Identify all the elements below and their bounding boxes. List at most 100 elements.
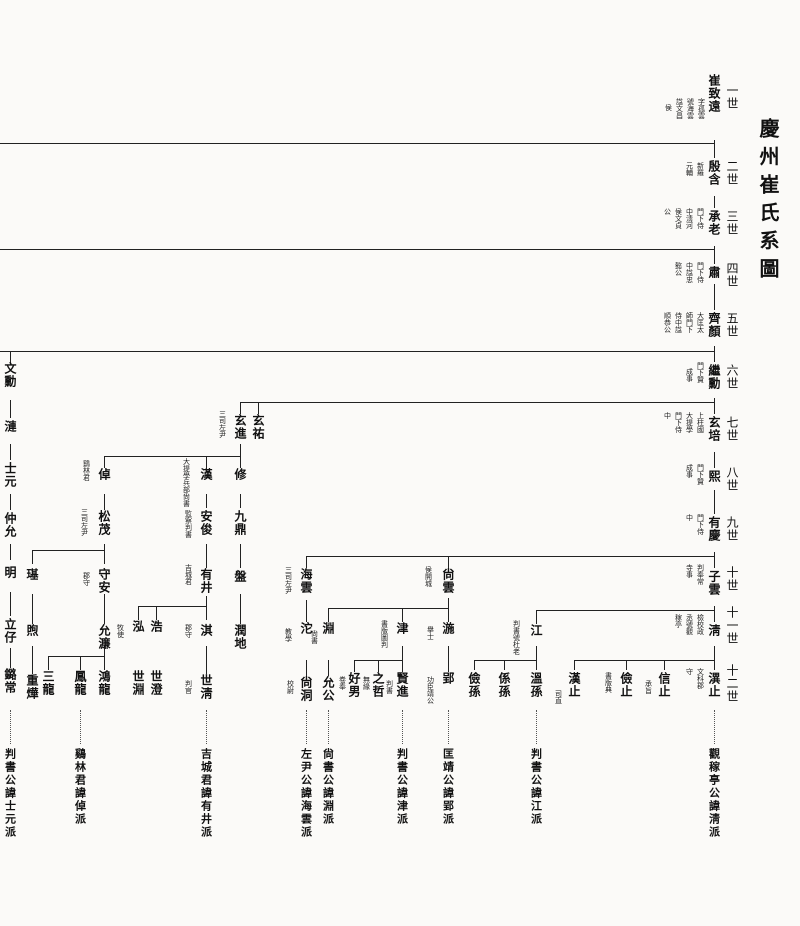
note: 文科郡 [696,668,705,689]
note: 尙書 [310,630,319,644]
connector [536,610,714,611]
person-name: 文勳 [3,362,17,388]
note: 監察判書 [184,510,193,538]
person-name: 明 [3,566,17,579]
person-name: 津 [395,622,409,635]
person-name: 鴻龍 [97,670,111,696]
connector [714,646,715,670]
note: 三司左尹 [284,566,293,594]
connector [306,556,307,568]
note: 師門下 [685,312,694,333]
note: 侯開城 [424,566,433,587]
person-name: 好男 [347,672,361,698]
person-name: 郢 [441,672,455,685]
connector [32,646,33,674]
connector [104,494,105,510]
note: 教學 [284,628,293,642]
generation-label: 三世 [725,210,739,236]
person-name: 漢 [199,468,213,481]
generation-label: 四世 [725,262,739,288]
generation-label: 九世 [725,516,739,542]
person-name: 玄祐 [251,414,265,440]
connector [48,656,49,670]
connector [448,646,449,672]
branch-label: 鷄林君諱倬派 [73,748,87,826]
main-line-name: 玄培 [707,416,721,442]
person-name: 重燁 [25,674,39,700]
connector [0,249,714,250]
note: 承旨 [644,680,653,694]
connector [32,550,33,564]
connector [156,606,157,620]
note: 郡守 [82,572,91,586]
note: 鷄林君 [82,460,91,481]
dotted-lead [306,710,307,744]
connector [328,608,448,609]
person-name: 松茂 [97,510,111,536]
connector [32,550,104,551]
main-line-name: 淸 [707,624,721,637]
connector [504,660,505,670]
generation-label: 十世 [725,566,739,592]
person-name: 煦 [25,624,39,637]
connector [378,660,379,672]
person-name: 溫孫 [529,672,543,698]
note: 諡文昌 [675,98,684,119]
note: 門下侍 [674,412,683,433]
note: 侯文貞 [674,208,683,229]
connector [474,660,475,670]
connector [714,452,715,468]
note: 功臣靖公 [426,676,435,704]
generation-label: 六世 [725,364,739,390]
branch-label: 判書公諱津派 [395,748,409,826]
note: 守 [685,668,694,675]
person-name: 尙雲 [441,568,455,594]
note: 中 [685,514,694,521]
generation-label: 二世 [725,160,739,186]
note: 大提學 [685,412,694,433]
person-name: 世淵 [131,670,145,696]
connector [32,594,33,624]
connector [206,596,207,620]
person-name: 漣 [3,420,17,433]
person-name: 信止 [657,672,671,698]
note: 丞號觀 [685,614,694,635]
note: 大匡太 [696,312,705,333]
connector [0,351,714,352]
note: 郡守 [184,624,193,638]
person-name: 沱 [299,622,313,635]
generation-label: 十二世 [725,664,739,703]
note: 書版圖判 [380,620,389,648]
note: 字孤雲 [697,98,706,119]
note: 公 [663,208,672,215]
connector [474,660,536,661]
main-line-name: 熙 [707,470,721,483]
person-name: 盤 [233,570,247,583]
person-name: 江 [529,624,543,637]
connector [328,608,329,622]
note: 上柱國 [696,412,705,433]
note: 書版典 [604,672,613,693]
branch-label: 左尹公諱海雲派 [299,748,313,839]
connector [354,660,355,672]
note: 新羅 [696,162,705,176]
generation-label: 七世 [725,416,739,442]
connector [714,196,715,208]
note: 判書號杜老 [512,620,521,655]
generation-label: 五世 [725,312,739,338]
note: 中 [663,412,672,419]
connector [104,594,105,624]
note: 擧士 [426,626,435,640]
branch-label: 觀稼亭公諱淸派 [707,748,721,839]
note: 卷奉 [338,676,347,690]
connector [306,556,714,557]
main-line-name: 殷含 [707,160,721,186]
person-name: 泓 [131,620,145,633]
note: 稼亭 [674,614,683,628]
connector [306,660,307,676]
connector [10,444,11,460]
person-name: 璂 [25,568,39,581]
connector [402,608,403,622]
person-name: 有井 [199,568,213,594]
note: 元輔 [685,162,694,176]
